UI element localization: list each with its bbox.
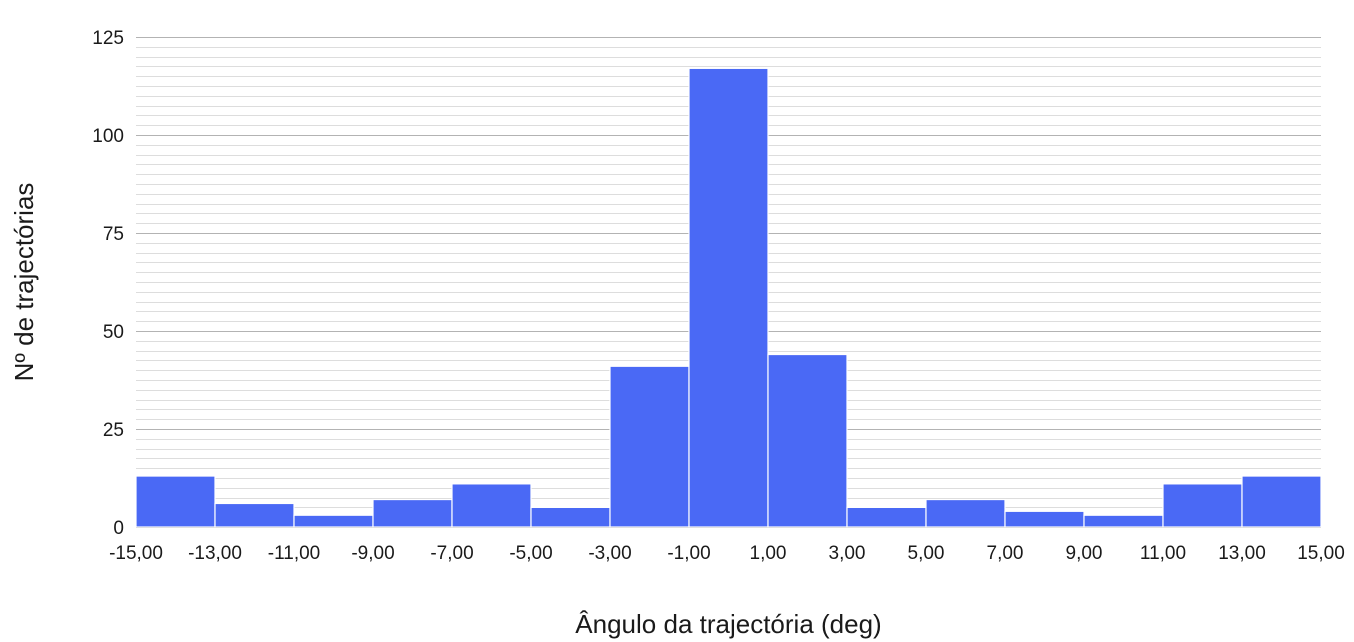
- histogram-bar: [846, 506, 927, 528]
- x-tick-label: -9,00: [351, 543, 394, 564]
- x-tick-label: 9,00: [1066, 543, 1103, 564]
- x-tick-label: -5,00: [509, 543, 552, 564]
- x-tick-label: -13,00: [188, 543, 242, 564]
- histogram-bar: [214, 502, 295, 528]
- histogram-bar: [451, 483, 532, 528]
- y-tick-label: 75: [103, 224, 124, 245]
- histogram-bar: [372, 498, 453, 528]
- histogram-bar: [688, 67, 769, 528]
- y-tick-label: 100: [92, 126, 124, 147]
- x-tick-label: -1,00: [667, 543, 710, 564]
- histogram-bar: [767, 353, 848, 528]
- y-tick-label: 25: [103, 420, 124, 441]
- histogram-bar: [1241, 475, 1322, 528]
- x-tick-label: -7,00: [430, 543, 473, 564]
- y-tick-label: 50: [103, 322, 124, 343]
- x-tick-label: -15,00: [109, 543, 163, 564]
- x-tick-label: -3,00: [588, 543, 631, 564]
- histogram-bar: [1162, 483, 1243, 528]
- histogram-bar: [293, 514, 374, 528]
- x-tick-label: 1,00: [750, 543, 787, 564]
- histogram-bar: [530, 506, 611, 528]
- x-tick-labels: -15,00 -13,00 -11,00 -9,00 -7,00 -5,00 -3,00 -1…: [109, 543, 1345, 564]
- y-tick-labels: 0 25 50 75 100 125: [92, 28, 124, 539]
- x-tick-label: 15,00: [1297, 543, 1345, 564]
- y-tick-label: 0: [113, 518, 124, 539]
- histogram-bar: [135, 475, 216, 528]
- histogram-bar: [925, 498, 1006, 528]
- x-axis-title: Ângulo da trajectória (deg): [575, 609, 881, 639]
- x-tick-label: 11,00: [1140, 543, 1186, 564]
- y-axis-title: Nº de trajectórias: [9, 183, 39, 382]
- histogram-bar: [1004, 510, 1085, 528]
- x-tick-label: 5,00: [908, 543, 945, 564]
- x-tick-label: 13,00: [1218, 543, 1266, 564]
- bars: [135, 67, 1322, 528]
- histogram-bar: [609, 365, 690, 528]
- x-tick-label: -11,00: [268, 543, 320, 564]
- x-tick-label: 3,00: [829, 543, 866, 564]
- x-tick-label: 7,00: [987, 543, 1024, 564]
- y-tick-label: 125: [92, 28, 124, 49]
- histogram-bar: [1083, 514, 1164, 528]
